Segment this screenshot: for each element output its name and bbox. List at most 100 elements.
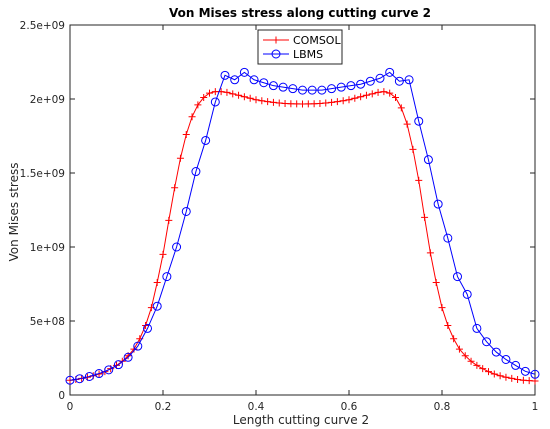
- data-point-lbms: [288, 84, 298, 94]
- x-tick-label: 0.8: [434, 401, 451, 413]
- data-point-comsol: [235, 91, 243, 99]
- data-point-comsol: [171, 184, 179, 192]
- data-point-comsol: [194, 101, 202, 109]
- data-point-lbms: [491, 347, 501, 357]
- plot-frame: [69, 24, 536, 396]
- data-point-comsol: [269, 98, 277, 106]
- y-axis-label: Von Mises stress: [7, 163, 21, 262]
- data-point-lbms: [143, 323, 153, 333]
- data-point-comsol: [200, 94, 208, 102]
- series-layer: [65, 67, 540, 385]
- data-point-lbms: [249, 75, 259, 85]
- plot-area: 0 0.2 0.4 0.6 0.8 1 0 5e+08 1e+09 1.5e+09 2e+09 2.5…: [20, 20, 540, 413]
- data-point-lbms: [462, 289, 472, 299]
- x-axis-label: Length cutting curve 2: [233, 413, 369, 427]
- x-tick-label: 0: [67, 401, 74, 413]
- data-point-lbms: [482, 337, 492, 347]
- data-point-comsol: [473, 361, 481, 369]
- data-point-comsol: [142, 321, 150, 329]
- data-point-comsol: [165, 216, 173, 224]
- data-point-lbms: [423, 155, 433, 165]
- data-point-comsol: [322, 99, 330, 107]
- x-tick-label: 0.4: [248, 401, 265, 413]
- data-point-comsol: [252, 96, 260, 104]
- data-point-comsol: [246, 94, 254, 102]
- data-point-lbms: [327, 84, 337, 94]
- data-point-lbms: [443, 233, 453, 243]
- data-point-lbms: [181, 206, 191, 216]
- data-point-comsol: [223, 88, 231, 96]
- data-point-lbms: [452, 272, 462, 282]
- data-point-lbms: [298, 85, 307, 95]
- data-point-lbms: [385, 67, 395, 77]
- data-point-comsol: [362, 91, 370, 99]
- data-point-lbms: [278, 82, 288, 92]
- y-tick-label: 2.5e+09: [20, 20, 65, 32]
- data-point-comsol: [240, 93, 248, 101]
- y-tick-label: 1.5e+09: [20, 168, 65, 180]
- data-point-lbms: [520, 366, 530, 376]
- data-point-comsol: [392, 94, 399, 102]
- data-point-comsol: [479, 365, 487, 373]
- data-point-comsol: [455, 345, 463, 353]
- legend-marker-lbms: [271, 49, 281, 59]
- data-point-comsol: [368, 90, 376, 98]
- data-point-comsol: [508, 374, 516, 382]
- data-point-lbms: [75, 374, 85, 384]
- legend-label-lbms: LBMS: [293, 48, 323, 61]
- data-point-lbms: [152, 301, 162, 311]
- data-point-lbms: [84, 372, 94, 381]
- data-point-lbms: [191, 167, 201, 177]
- data-point-lbms: [511, 360, 521, 370]
- data-point-comsol: [490, 370, 498, 378]
- data-point-lbms: [133, 341, 143, 351]
- data-point-comsol: [374, 88, 382, 96]
- data-point-comsol: [339, 97, 347, 105]
- y-tick-label: 5e+08: [30, 316, 65, 328]
- axis-ticks: 0 0.2 0.4 0.6 0.8 1 0 5e+08 1e+09 1.5e+09 2e+09 2.5…: [20, 20, 539, 413]
- data-point-comsol: [496, 372, 504, 380]
- series-lbms: [65, 67, 540, 385]
- data-point-comsol: [328, 98, 336, 106]
- data-point-lbms: [239, 67, 249, 77]
- data-point-comsol: [438, 304, 446, 312]
- data-point-lbms: [162, 272, 172, 282]
- data-point-comsol: [485, 368, 492, 376]
- data-point-comsol: [514, 375, 522, 383]
- data-point-comsol: [176, 154, 184, 162]
- data-point-comsol: [188, 113, 196, 121]
- data-point-lbms: [123, 352, 133, 362]
- data-point-comsol: [182, 131, 190, 139]
- data-point-comsol: [409, 145, 417, 153]
- data-point-comsol: [153, 279, 161, 287]
- data-point-lbms: [220, 70, 230, 80]
- data-point-comsol: [264, 98, 272, 106]
- x-tick-label: 0.2: [155, 401, 172, 413]
- data-point-lbms: [172, 242, 182, 252]
- data-point-comsol: [345, 96, 353, 104]
- data-point-lbms: [113, 360, 123, 370]
- data-point-lbms: [501, 354, 511, 364]
- chart-title: Von Mises stress along cutting curve 2: [169, 6, 431, 20]
- data-point-comsol: [159, 250, 167, 258]
- series-line-lbms: [69, 71, 536, 381]
- data-point-lbms: [336, 82, 346, 92]
- data-point-lbms: [414, 116, 424, 126]
- data-point-lbms: [375, 73, 385, 83]
- data-point-lbms: [201, 135, 211, 145]
- data-point-lbms: [346, 81, 356, 91]
- data-point-comsol: [380, 88, 388, 96]
- data-point-lbms: [365, 76, 375, 86]
- data-point-comsol: [386, 89, 394, 97]
- data-point-comsol: [415, 176, 423, 184]
- data-point-lbms: [230, 75, 240, 85]
- data-point-comsol: [229, 90, 237, 98]
- data-point-comsol: [450, 335, 458, 343]
- data-point-lbms: [259, 78, 269, 88]
- data-point-lbms: [94, 369, 104, 379]
- y-tick-label: 1e+09: [30, 242, 65, 254]
- data-point-comsol: [258, 97, 266, 105]
- data-point-comsol: [461, 352, 469, 360]
